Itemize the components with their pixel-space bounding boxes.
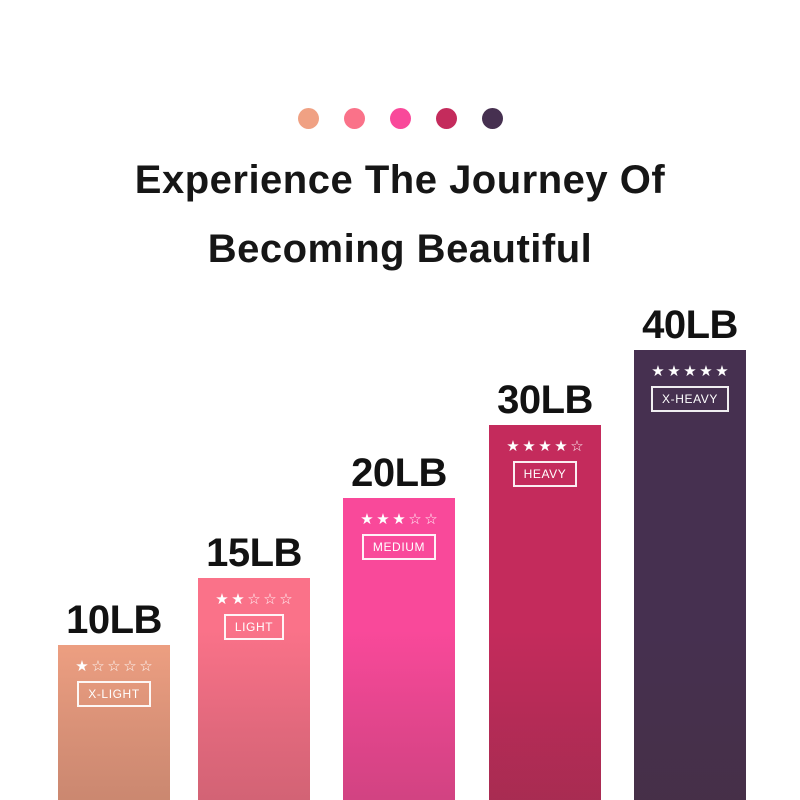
star-filled-icon: ★ — [392, 511, 406, 528]
rating-stars: ★ ☆ ☆ ☆ ☆ — [75, 659, 154, 674]
star-outline-icon: ☆ — [123, 658, 137, 675]
bar-body: ★ ★ ★ ★ ☆ HEAVY — [489, 425, 601, 800]
bar-body: ★ ★ ★ ★ ★ X-HEAVY — [634, 350, 746, 800]
dot-x-light — [297, 107, 319, 129]
resistance-level-badge: LIGHT — [223, 614, 285, 640]
page-title: Experience The Journey Of Becoming Beaut… — [0, 146, 800, 284]
dot-x-heavy — [481, 107, 503, 129]
bar-group-medium[interactable]: 20LB ★ ★ ★ ☆ ☆ MEDIUM — [343, 451, 455, 800]
resistance-level-badge: HEAVY — [512, 461, 578, 487]
star-filled-icon: ★ — [715, 363, 729, 380]
bar-value-label: 30LB — [497, 378, 593, 422]
star-filled-icon: ★ — [699, 363, 713, 380]
star-filled-icon: ★ — [683, 363, 697, 380]
rating-stars: ★ ★ ★ ☆ ☆ — [360, 512, 439, 527]
star-filled-icon: ★ — [506, 438, 520, 455]
bar-body: ★ ★ ★ ☆ ☆ MEDIUM — [343, 498, 455, 800]
star-filled-icon: ★ — [360, 511, 374, 528]
bar-body: ★ ★ ☆ ☆ ☆ LIGHT — [198, 578, 310, 800]
palette-dot-row — [0, 106, 800, 130]
bar-info: ★ ★ ★ ★ ☆ HEAVY — [489, 439, 601, 487]
star-filled-icon: ★ — [667, 363, 681, 380]
bar-info: ★ ★ ★ ★ ★ X-HEAVY — [634, 364, 746, 412]
bar-value-label: 40LB — [642, 303, 738, 347]
dot-heavy — [435, 107, 457, 129]
bar-bottom-shadow — [343, 630, 455, 800]
bar-info: ★ ☆ ☆ ☆ ☆ X-LIGHT — [58, 659, 170, 707]
star-filled-icon: ★ — [215, 591, 229, 608]
rating-stars: ★ ★ ★ ★ ☆ — [506, 439, 585, 454]
star-outline-icon: ☆ — [408, 511, 422, 528]
star-outline-icon: ☆ — [570, 438, 584, 455]
star-outline-icon: ☆ — [424, 511, 438, 528]
star-filled-icon: ★ — [75, 658, 89, 675]
rating-stars: ★ ★ ☆ ☆ ☆ — [215, 592, 294, 607]
bar-bottom-shadow — [489, 630, 601, 800]
bar-value-label: 10LB — [66, 598, 162, 642]
bar-group-x-light[interactable]: 10LB ★ ☆ ☆ ☆ ☆ X-LIGHT — [58, 598, 170, 800]
bar-body: ★ ☆ ☆ ☆ ☆ X-LIGHT — [58, 645, 170, 800]
dot-light — [343, 107, 365, 129]
resistance-level-badge: MEDIUM — [361, 534, 437, 560]
resistance-level-badge: X-HEAVY — [651, 386, 729, 412]
star-filled-icon: ★ — [554, 438, 568, 455]
bar-value-label: 20LB — [351, 451, 447, 495]
star-outline-icon: ☆ — [139, 658, 153, 675]
bar-bottom-shadow — [634, 630, 746, 800]
bar-group-heavy[interactable]: 30LB ★ ★ ★ ★ ☆ HEAVY — [489, 378, 601, 800]
star-filled-icon: ★ — [376, 511, 390, 528]
star-outline-icon: ☆ — [107, 658, 121, 675]
star-filled-icon: ★ — [231, 591, 245, 608]
rating-stars: ★ ★ ★ ★ ★ — [651, 364, 730, 379]
star-filled-icon: ★ — [651, 363, 665, 380]
bar-group-x-heavy[interactable]: 40LB ★ ★ ★ ★ ★ X-HEAVY — [634, 303, 746, 800]
star-filled-icon: ★ — [522, 438, 536, 455]
resistance-level-badge: X-LIGHT — [77, 681, 151, 707]
star-outline-icon: ☆ — [91, 658, 105, 675]
star-outline-icon: ☆ — [279, 591, 293, 608]
page-title-line-2: Becoming Beautiful — [207, 227, 593, 271]
bar-info: ★ ★ ★ ☆ ☆ MEDIUM — [343, 512, 455, 560]
star-outline-icon: ☆ — [247, 591, 261, 608]
bar-info: ★ ★ ☆ ☆ ☆ LIGHT — [198, 592, 310, 640]
dot-medium — [389, 107, 411, 129]
star-outline-icon: ☆ — [263, 591, 277, 608]
bar-group-light[interactable]: 15LB ★ ★ ☆ ☆ ☆ LIGHT — [198, 531, 310, 800]
star-filled-icon: ★ — [538, 438, 552, 455]
page-title-line-1: Experience The Journey Of — [134, 158, 666, 202]
bar-value-label: 15LB — [206, 531, 302, 575]
bar-bottom-shadow — [198, 630, 310, 800]
